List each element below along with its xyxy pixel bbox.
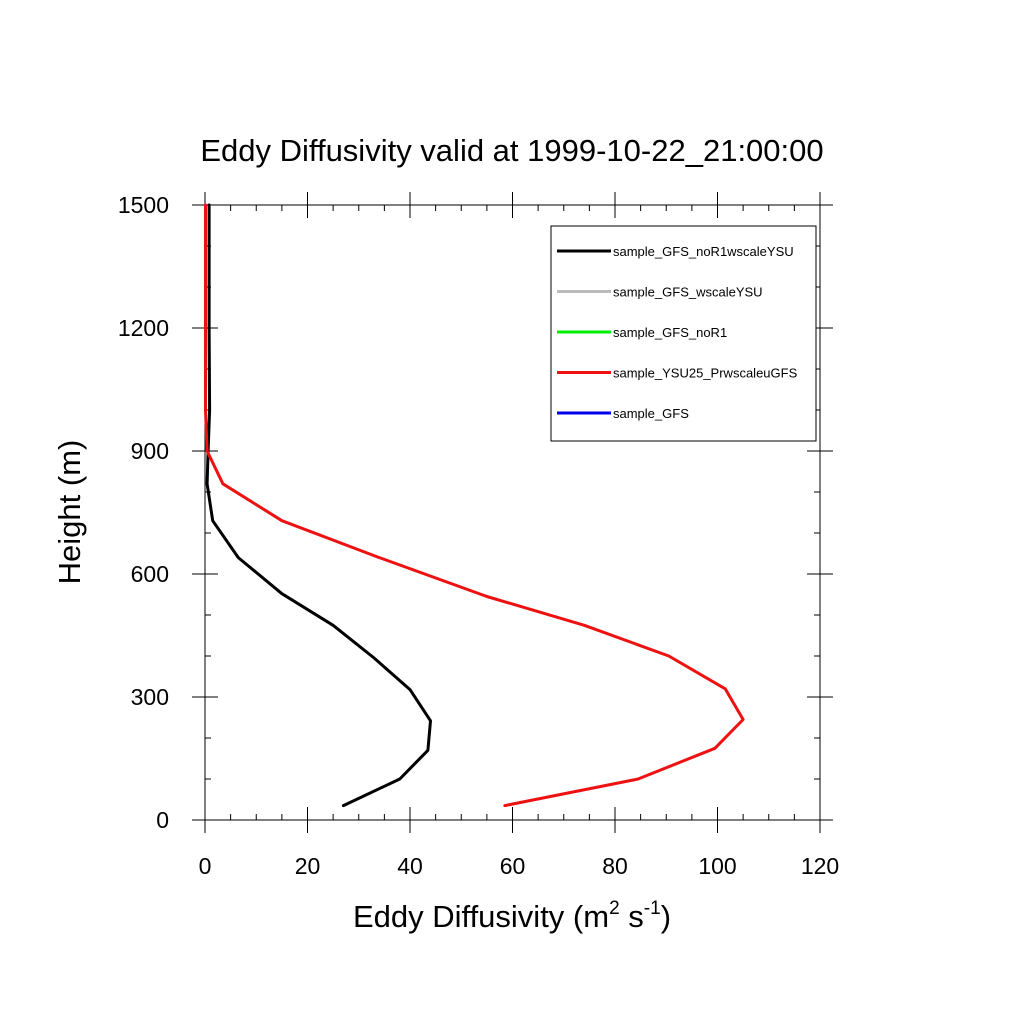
legend-label: sample_GFS_wscaleYSU bbox=[613, 285, 763, 300]
y-tick-labels: 0 300 600 900 1200 1500 bbox=[118, 192, 169, 833]
y-tick-label: 300 bbox=[131, 684, 169, 710]
y-tick-label: 900 bbox=[131, 438, 169, 464]
x-tick-labels: 0 20 40 60 80 100 120 bbox=[199, 853, 840, 879]
x-tick-label: 100 bbox=[698, 853, 736, 879]
legend-label: sample_GFS_noR1 bbox=[613, 325, 727, 340]
x-tick-label: 80 bbox=[602, 853, 628, 879]
series-line bbox=[205, 203, 432, 808]
x-axis-label: Eddy Diffusivity (m2 s-1) bbox=[353, 898, 671, 934]
x-tick-label: 60 bbox=[500, 853, 526, 879]
series-line bbox=[204, 203, 745, 808]
series-lines bbox=[204, 203, 745, 808]
legend-label: sample_YSU25_PrwscaleuGFS bbox=[613, 366, 798, 381]
legend: sample_GFS_noR1wscaleYSU sample_GFS_wscal… bbox=[550, 225, 817, 442]
chart-title: Eddy Diffusivity valid at 1999-10-22_21:… bbox=[200, 133, 823, 168]
x-tick-label: 120 bbox=[801, 853, 839, 879]
y-tick-label: 1200 bbox=[118, 315, 169, 341]
y-tick-label: 0 bbox=[156, 807, 169, 833]
x-tick-label: 40 bbox=[397, 853, 423, 879]
x-tick-label: 0 bbox=[199, 853, 212, 879]
x-tick-label: 20 bbox=[295, 853, 321, 879]
y-tick-label: 1500 bbox=[118, 192, 169, 218]
y-tick-label: 600 bbox=[131, 561, 169, 587]
legend-label: sample_GFS_noR1wscaleYSU bbox=[613, 244, 794, 259]
y-axis-label: Height (m) bbox=[52, 440, 87, 585]
legend-label: sample_GFS bbox=[613, 406, 689, 421]
